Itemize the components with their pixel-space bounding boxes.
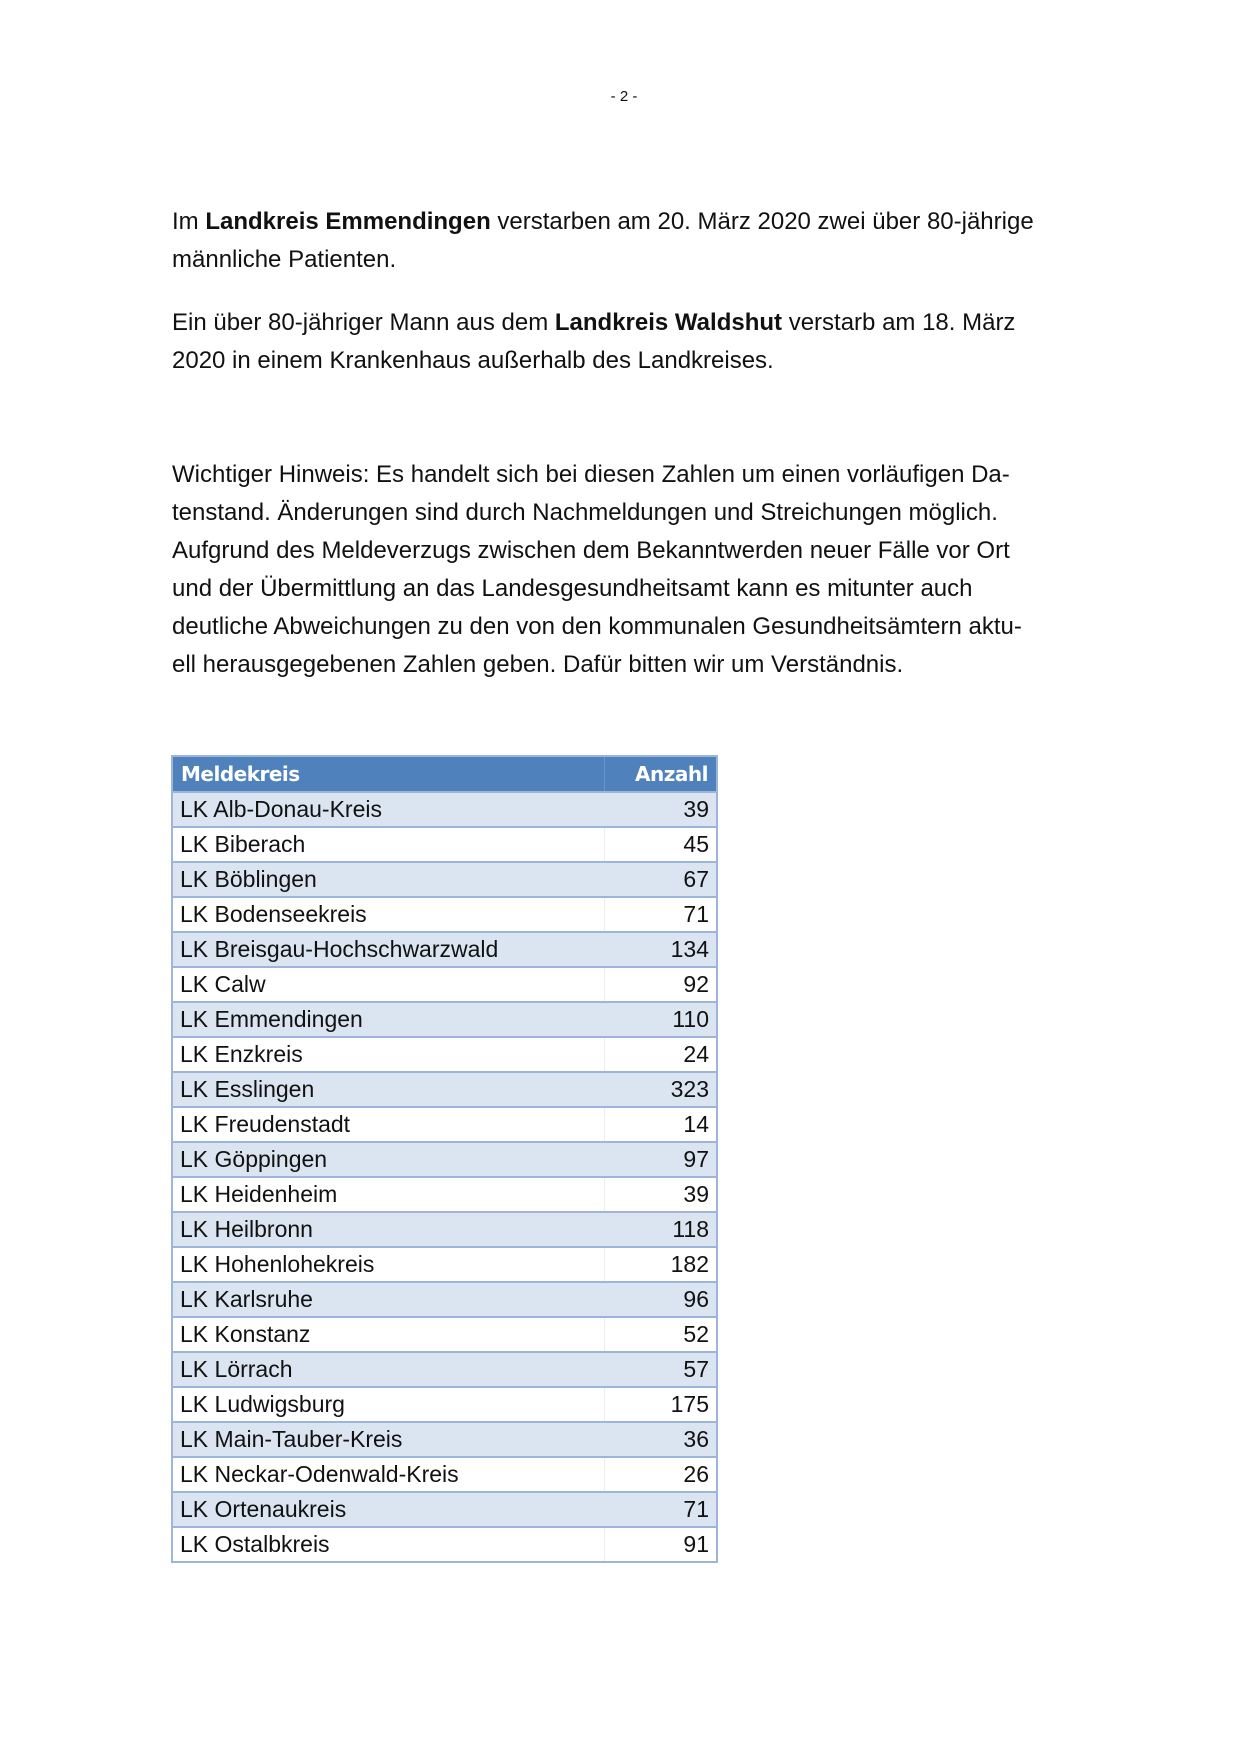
text-segment: Ein über 80-jähriger Mann aus dem (172, 309, 555, 336)
district-cell: LK Emmendingen (172, 1001, 605, 1037)
count-cell: 118 (604, 1211, 717, 1247)
count-cell: 24 (604, 1036, 717, 1072)
text-line: tenstand. Änderungen sind durch Nachmeld… (172, 494, 1022, 532)
column-header-anzahl: Anzahl (604, 756, 717, 792)
table-row: LK Neckar-Odenwald-Kreis 26 (172, 1456, 717, 1492)
count-cell: 134 (604, 931, 717, 967)
table-row: LK Ostalbkreis 91 (172, 1526, 717, 1562)
cases-table: Meldekreis Anzahl LK Alb-Donau-Kreis 39 LK… (171, 755, 718, 1563)
district-cell: LK Konstanz (172, 1316, 605, 1352)
table-row: LK Lörrach 57 (172, 1351, 717, 1387)
district-cell: LK Ludwigsburg (172, 1386, 605, 1422)
table-row: LK Alb-Donau-Kreis 39 (172, 791, 717, 827)
table-row: LK Karlsruhe 96 (172, 1281, 717, 1317)
district-cell: LK Alb-Donau-Kreis (172, 791, 605, 827)
count-cell: 57 (604, 1351, 717, 1387)
count-cell: 110 (604, 1001, 717, 1037)
table-row: LK Konstanz 52 (172, 1316, 717, 1352)
table-row: LK Enzkreis 24 (172, 1036, 717, 1072)
table-row: LK Freudenstadt 14 (172, 1106, 717, 1142)
text-line: ell herausgegebenen Zahlen geben. Dafür … (172, 646, 1022, 684)
count-cell: 182 (604, 1246, 717, 1282)
text-line: und der Übermittlung an das Landesgesund… (172, 570, 1022, 608)
table-header-row: Meldekreis Anzahl (172, 756, 717, 792)
district-cell: LK Calw (172, 966, 605, 1002)
district-cell: LK Breisgau-Hochschwarzwald (172, 931, 605, 967)
paragraph-emmendingen: Im Landkreis Emmendingen verstarben am 2… (172, 203, 1034, 279)
table-row: LK Hohenlohekreis 182 (172, 1246, 717, 1282)
bold-text: Landkreis Emmendingen (205, 208, 491, 235)
text-segment: männliche Patienten. (172, 246, 397, 273)
count-cell: 71 (604, 896, 717, 932)
table-row: LK Heilbronn 118 (172, 1211, 717, 1247)
district-cell: LK Freudenstadt (172, 1106, 605, 1142)
text-line: Wichtiger Hinweis: Es handelt sich bei d… (172, 456, 1022, 494)
text-segment: ell herausgegebenen Zahlen geben. Dafür … (172, 651, 904, 678)
count-cell: 39 (604, 791, 717, 827)
table-row: LK Calw 92 (172, 966, 717, 1002)
district-cell: LK Ortenaukreis (172, 1491, 605, 1527)
text-segment: Im (172, 208, 206, 235)
count-cell: 92 (604, 966, 717, 1002)
text-segment: 2020 in einem Krankenhaus außerhalb des … (172, 347, 774, 374)
count-cell: 323 (604, 1071, 717, 1107)
count-cell: 96 (604, 1281, 717, 1317)
text-segment: verstarb am 18. März (782, 309, 1016, 336)
table-row: LK Heidenheim 39 (172, 1176, 717, 1212)
count-cell: 39 (604, 1176, 717, 1212)
count-cell: 67 (604, 861, 717, 897)
district-cell: LK Göppingen (172, 1141, 605, 1177)
district-cell: LK Böblingen (172, 861, 605, 897)
paragraph-waldshut: Ein über 80-jähriger Mann aus dem Landkr… (172, 304, 1015, 380)
text-segment: tenstand. Änderungen sind durch Nachmeld… (172, 499, 998, 526)
bold-text: Landkreis Waldshut (554, 309, 783, 336)
table-row: LK Ludwigsburg 175 (172, 1386, 717, 1422)
text-segment: Wichtiger Hinweis: Es handelt sich bei d… (172, 461, 1010, 488)
district-cell: LK Bodenseekreis (172, 896, 605, 932)
district-cell: LK Karlsruhe (172, 1281, 605, 1317)
district-cell: LK Ostalbkreis (172, 1526, 605, 1562)
count-cell: 45 (604, 826, 717, 862)
district-cell: LK Enzkreis (172, 1036, 605, 1072)
district-cell: LK Main-Tauber-Kreis (172, 1421, 605, 1457)
table-row: LK Main-Tauber-Kreis 36 (172, 1421, 717, 1457)
count-cell: 175 (604, 1386, 717, 1422)
count-cell: 14 (604, 1106, 717, 1142)
table-row: LK Esslingen 323 (172, 1071, 717, 1107)
district-cell: LK Biberach (172, 826, 605, 862)
text-segment: verstarben am 20. März 2020 zwei über 80… (490, 208, 1034, 235)
table-row: LK Emmendingen 110 (172, 1001, 717, 1037)
text-line: 2020 in einem Krankenhaus außerhalb des … (172, 342, 1015, 380)
district-cell: LK Neckar-Odenwald-Kreis (172, 1456, 605, 1492)
page-number: - 2 - (610, 88, 638, 105)
paragraph-notice: Wichtiger Hinweis: Es handelt sich bei d… (172, 456, 1022, 684)
count-cell: 91 (604, 1526, 717, 1562)
table-row: LK Breisgau-Hochschwarzwald 134 (172, 931, 717, 967)
text-segment: und der Übermittlung an das Landesgesund… (172, 575, 973, 602)
count-cell: 97 (604, 1141, 717, 1177)
district-cell: LK Heidenheim (172, 1176, 605, 1212)
count-cell: 71 (604, 1491, 717, 1527)
table-row: LK Göppingen 97 (172, 1141, 717, 1177)
text-line: deutliche Abweichungen zu den von den ko… (172, 608, 1022, 646)
district-cell: LK Lörrach (172, 1351, 605, 1387)
text-line: Aufgrund des Meldeverzugs zwischen dem B… (172, 532, 1022, 570)
district-cell: LK Heilbronn (172, 1211, 605, 1247)
district-cell: LK Esslingen (172, 1071, 605, 1107)
table-row: LK Böblingen 67 (172, 861, 717, 897)
table-row: LK Biberach 45 (172, 826, 717, 862)
count-cell: 26 (604, 1456, 717, 1492)
count-cell: 36 (604, 1421, 717, 1457)
text-line: männliche Patienten. (172, 241, 1034, 279)
table-row: LK Bodenseekreis 71 (172, 896, 717, 932)
column-header-meldekreis: Meldekreis (172, 756, 605, 792)
text-line: Im Landkreis Emmendingen verstarben am 2… (172, 203, 1034, 241)
text-segment: deutliche Abweichungen zu den von den ko… (172, 613, 1022, 640)
table-row: LK Ortenaukreis 71 (172, 1491, 717, 1527)
text-segment: Aufgrund des Meldeverzugs zwischen dem B… (172, 537, 1010, 564)
text-line: Ein über 80-jähriger Mann aus dem Landkr… (172, 304, 1015, 342)
district-cell: LK Hohenlohekreis (172, 1246, 605, 1282)
count-cell: 52 (604, 1316, 717, 1352)
